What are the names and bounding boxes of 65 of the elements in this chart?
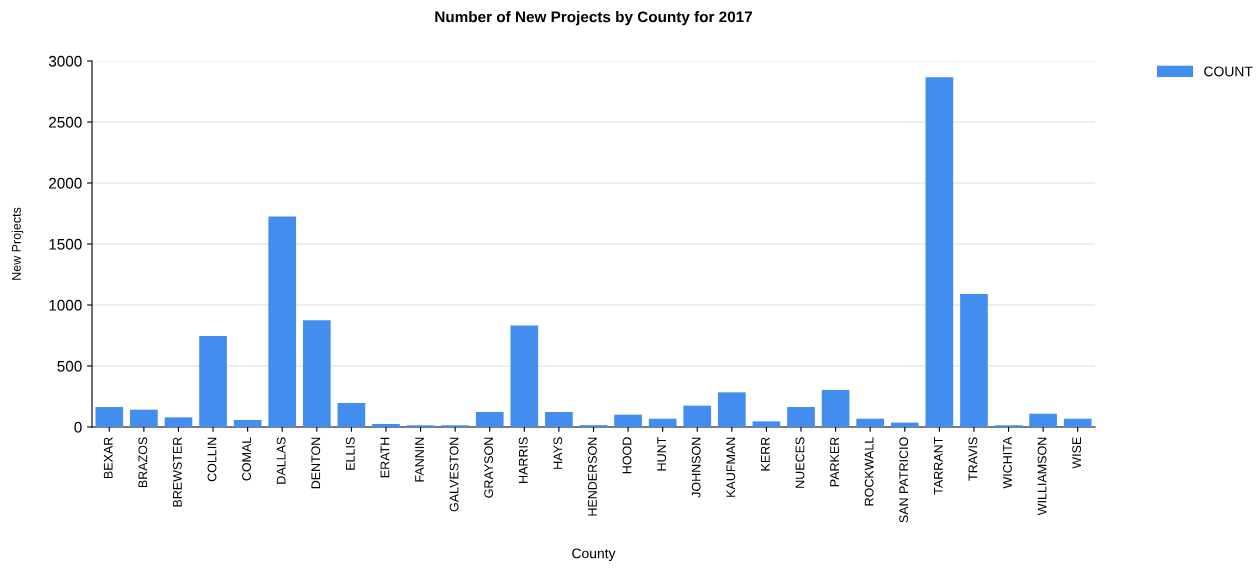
x-tick-label: HARRIS	[518, 437, 528, 483]
bar	[199, 335, 227, 427]
x-tick-label: HOOD	[622, 437, 632, 474]
x-tick-label: HAYS	[553, 437, 563, 469]
x-tick-label: GALVESTON	[449, 437, 459, 512]
y-tick-label: 3000	[48, 55, 82, 67]
x-tick-label: DENTON	[311, 437, 321, 489]
x-tick-label: HENDERSON	[588, 437, 597, 516]
x-tick-label: WICHITA	[1003, 436, 1012, 489]
x-tick-label: KERR	[761, 437, 770, 471]
bar	[510, 325, 539, 427]
y-tick-label: 1500	[49, 238, 82, 250]
bar	[302, 320, 331, 427]
bar	[475, 411, 504, 427]
x-tick-label: DALLAS	[276, 437, 286, 484]
x-tick-label: GRAYSON	[484, 437, 494, 498]
x-tick-label: SAN PATRICIO	[899, 437, 909, 523]
x-tick-label: ERATH	[380, 437, 390, 478]
bar	[130, 409, 158, 427]
x-tick-label: JOHNSON	[691, 437, 701, 498]
bar	[648, 418, 677, 427]
x-tick-label: HUNT	[657, 437, 667, 471]
x-tick-label: TRAVIS	[968, 437, 978, 481]
y-tick-label: 2000	[49, 177, 82, 189]
x-tick-label: COMAL	[242, 437, 251, 481]
bar	[856, 418, 885, 427]
bar	[1063, 418, 1092, 427]
x-tick-label: BREWSTER	[172, 437, 182, 507]
bar	[164, 417, 193, 427]
y-tick-label: 1000	[49, 299, 82, 311]
y-axis-title: New Projects	[11, 207, 24, 280]
bar	[718, 392, 746, 427]
x-axis-title: County	[572, 548, 616, 562]
bar	[614, 414, 642, 427]
x-tick-label: BRAZOS	[138, 437, 148, 488]
x-tick-label: TARRANT	[933, 437, 943, 495]
bar	[787, 406, 815, 427]
bar	[337, 402, 366, 427]
x-tick-label: ELLIS	[345, 437, 355, 470]
y-tick-label: 0	[74, 421, 82, 433]
legend-label: COUNT	[1204, 66, 1253, 77]
bar	[960, 293, 988, 427]
bar	[1029, 413, 1057, 427]
bar	[683, 405, 712, 427]
bar	[95, 406, 124, 427]
x-tick-label: FANNIN	[415, 437, 424, 482]
bar	[545, 411, 573, 427]
bar	[890, 422, 919, 427]
x-tick-label: NUECES	[795, 437, 805, 488]
bar	[925, 77, 954, 427]
x-tick-label: ROCKWALL	[864, 437, 874, 506]
x-tick-label: KAUFMAN	[726, 437, 736, 497]
x-tick-label: WILLIAMSON	[1037, 437, 1047, 516]
bar	[752, 421, 781, 427]
x-tick-label: PARKER	[830, 437, 839, 487]
bar	[233, 420, 262, 427]
x-tick-label: COLLIN	[207, 437, 217, 482]
y-tick-label: 500	[57, 360, 82, 372]
bar	[372, 423, 400, 427]
y-tick-label: 2500	[49, 116, 82, 128]
x-tick-label: BEXAR	[103, 437, 113, 479]
bar	[821, 389, 850, 427]
x-tick-label: WISE	[1072, 437, 1082, 469]
chart-title: Number of New Projects by County for 2017	[435, 11, 753, 26]
bar	[268, 216, 297, 427]
